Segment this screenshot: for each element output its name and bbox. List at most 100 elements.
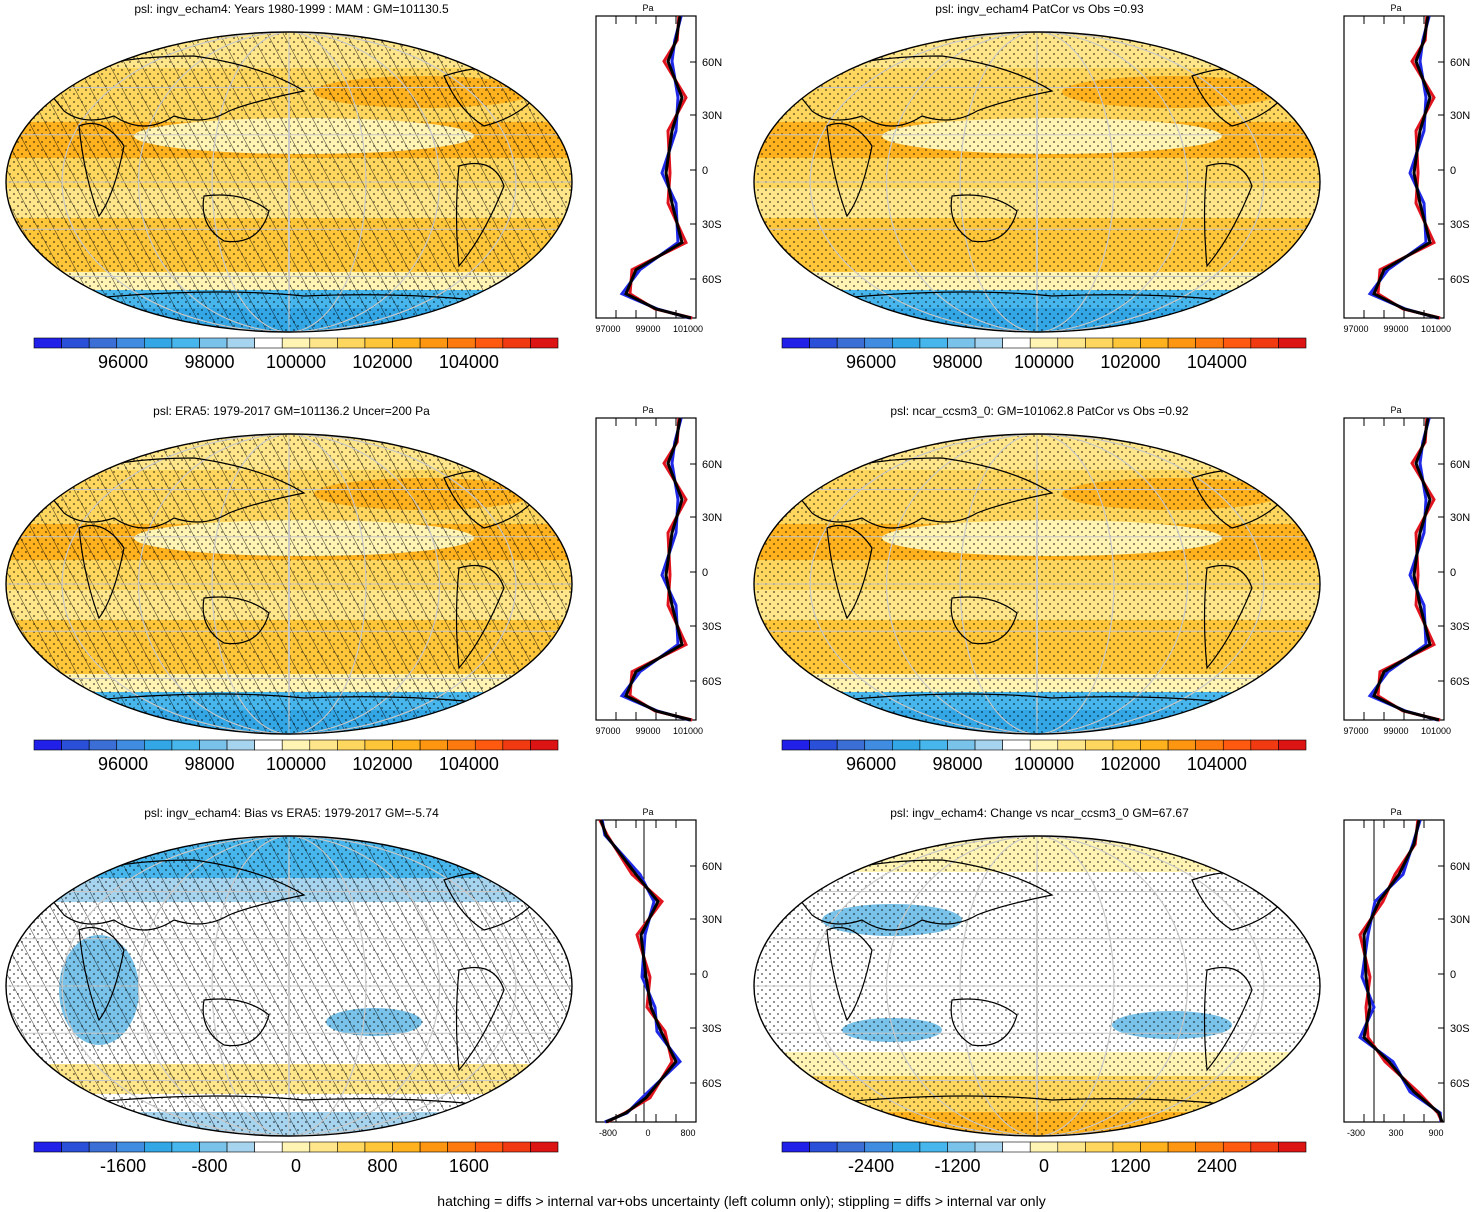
colorbar-label: 0 xyxy=(291,1156,301,1176)
colorbar-swatch xyxy=(1085,1141,1114,1153)
colorbar-swatch xyxy=(781,337,810,349)
colorbar-swatch xyxy=(88,739,118,751)
colorbar-swatch xyxy=(892,1141,921,1153)
coastline xyxy=(202,596,270,645)
panel-title: psl: ncar_ccsm3_0: GM=101062.8 PatCor vs… xyxy=(890,404,1189,418)
colorbar-swatch xyxy=(530,739,559,751)
colorbar-swatch xyxy=(1029,1141,1059,1153)
lat-label: 0 xyxy=(702,567,708,579)
profile-line xyxy=(600,819,683,1124)
colorbar-swatch xyxy=(392,739,421,751)
meridian-line xyxy=(959,32,1115,332)
profile-frame xyxy=(595,15,697,319)
coastline xyxy=(811,1095,1273,1111)
profile-unit: Pa xyxy=(1390,405,1401,415)
profile-unit: Pa xyxy=(642,3,653,13)
colorbar-swatch xyxy=(171,739,200,751)
coastline xyxy=(950,596,1018,645)
coastline xyxy=(202,998,270,1047)
meridian-line xyxy=(288,836,290,1136)
panel-graphics: Pa 60N 30N 0 30S 60S -300 300 900 -2400 -1200 0 1200… xyxy=(753,807,1470,1176)
colorbar-swatch xyxy=(864,337,893,349)
meridian-line xyxy=(809,836,1265,1136)
colorbar-swatch xyxy=(337,337,366,349)
hatching xyxy=(6,836,572,1136)
colorbar-swatch xyxy=(1140,739,1169,751)
coastline xyxy=(1203,162,1253,268)
coastline xyxy=(811,693,1273,709)
colorbar-swatch xyxy=(502,739,531,751)
profile-frame xyxy=(595,819,697,1123)
colorbar-swatch xyxy=(364,739,393,751)
colorbar-swatch xyxy=(171,1141,200,1153)
colorbar-swatch xyxy=(309,1141,338,1153)
colorbar-swatch xyxy=(1029,739,1059,751)
colorbar-swatch xyxy=(1140,337,1169,349)
panel-model-patcor: psl: ingv_echam4 PatCor vs Obs =0.93 Pa 6… xyxy=(752,2,1483,397)
colorbar-swatch xyxy=(1167,1141,1196,1153)
lat-label: 0 xyxy=(702,969,708,981)
profile-line xyxy=(1372,15,1440,320)
lat-label: 60S xyxy=(702,1078,722,1090)
colorbar-swatch xyxy=(1057,337,1086,349)
profile-x-label: 97000 xyxy=(595,324,620,334)
colorbar: 96000 98000 100000 102000 104000 xyxy=(33,337,559,372)
lat-label: 0 xyxy=(1450,165,1456,177)
colorbar-swatch xyxy=(419,337,448,349)
panel-graphics: Pa 60N 30N 0 30S 60S 97000 99000 101000 96000 9800… xyxy=(753,405,1470,774)
colorbar-label: 96000 xyxy=(98,754,148,774)
coastline xyxy=(455,162,505,268)
colorbar-swatch xyxy=(171,337,200,349)
colorbar-swatch xyxy=(892,337,921,349)
coastlines xyxy=(43,55,545,307)
colorbar-swatch xyxy=(33,337,62,349)
colorbar-swatch xyxy=(88,1141,118,1153)
colorbar-swatch xyxy=(1195,1141,1224,1153)
coastline xyxy=(791,457,1054,529)
meridian-line xyxy=(809,434,1265,734)
map xyxy=(753,433,1321,735)
colorbar-swatch xyxy=(226,739,255,751)
map-field xyxy=(754,836,1320,1136)
colorbar-swatch xyxy=(116,337,145,349)
colorbar-swatch xyxy=(974,337,1003,349)
coastline xyxy=(811,291,1273,307)
zonal-profile: Pa 60N 30N 0 30S 60S -300 300 900 xyxy=(1343,807,1470,1138)
meridian-line xyxy=(61,32,517,332)
coastline xyxy=(43,859,306,931)
colorbar-swatch xyxy=(281,1141,311,1153)
colorbar-swatch xyxy=(1250,739,1279,751)
coastline xyxy=(78,122,125,218)
meridian-line xyxy=(61,434,517,734)
panel-obs-climatology: psl: ERA5: 1979-2017 GM=101136.2 Uncer=2… xyxy=(4,404,744,799)
coastline xyxy=(950,998,1018,1047)
colorbar-swatch xyxy=(947,739,976,751)
meridian-line xyxy=(886,836,1188,1136)
profile-line xyxy=(1362,819,1444,1123)
zonal-profile: Pa 60N 30N 0 30S 60S 97000 99000 101000 xyxy=(595,405,722,736)
lat-label: 60N xyxy=(702,459,722,471)
lat-label: 30S xyxy=(702,219,722,231)
colorbar-swatch xyxy=(392,337,421,349)
coastline xyxy=(791,55,1054,127)
profile-line xyxy=(1372,417,1440,722)
lat-label: 60N xyxy=(702,861,722,873)
colorbar-swatch xyxy=(364,337,393,349)
profile-x-label: 99000 xyxy=(635,324,660,334)
colorbar-swatch xyxy=(864,739,893,751)
lat-label: 60N xyxy=(1450,57,1470,69)
colorbar-swatch xyxy=(836,739,866,751)
map-field xyxy=(754,434,1320,734)
map-border xyxy=(5,31,573,333)
meridian-line xyxy=(138,434,440,734)
meridian-line xyxy=(886,32,1188,332)
meridian-line xyxy=(959,434,1115,734)
colorbar-swatch xyxy=(61,337,90,349)
colorbar-swatch xyxy=(337,1141,366,1153)
colorbar-swatch xyxy=(226,1141,255,1153)
colorbar-swatch xyxy=(809,337,838,349)
colorbar-swatch xyxy=(33,739,62,751)
colorbar: -1600 -800 0 800 1600 xyxy=(33,1141,559,1176)
panel-graphics: Pa 60N 30N 0 30S 60S 97000 99000 101000 96000 9800… xyxy=(5,405,722,774)
panel-graphics: Pa 60N 30N 0 30S 60S -800 0 800 -1600 -800 0 800 1600 xyxy=(5,807,722,1176)
